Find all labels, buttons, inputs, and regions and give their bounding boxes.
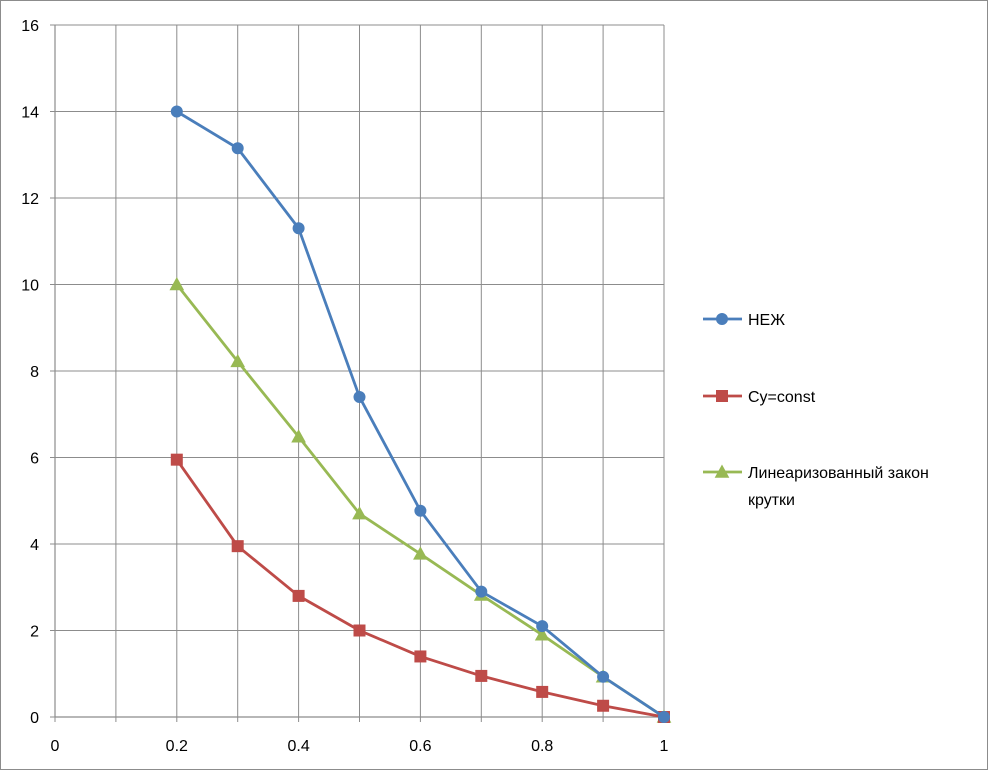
x-tick-label: 0.2	[166, 738, 188, 755]
data-point	[475, 669, 488, 682]
data-point	[536, 685, 549, 698]
axes	[50, 24, 665, 722]
data-point	[292, 222, 305, 235]
y-tick-label: 2	[30, 624, 39, 641]
series-1	[170, 105, 670, 723]
legend: НЕЖ Cy=const Линеаризованный закон крутки	[703, 312, 929, 509]
legend-label: Линеаризованный закон	[748, 465, 929, 482]
data-point	[597, 699, 610, 712]
legend-label: НЕЖ	[748, 312, 785, 329]
data-point	[534, 627, 550, 641]
x-tick-label: 0.6	[409, 738, 431, 755]
data-point	[414, 504, 427, 517]
data-point	[231, 142, 244, 155]
y-tick-label: 8	[30, 364, 39, 381]
data-point	[353, 390, 366, 403]
y-tick-label: 16	[21, 18, 39, 35]
data-point	[353, 624, 366, 637]
data-point	[231, 540, 244, 553]
x-tick-label: 0	[51, 738, 60, 755]
data-point	[230, 353, 246, 368]
y-tick-label: 14	[21, 105, 39, 122]
legend-marker	[714, 464, 730, 478]
data-point	[170, 105, 183, 118]
y-tick-label: 4	[30, 537, 39, 554]
legend-marker	[716, 313, 728, 325]
data-point	[536, 620, 549, 633]
data-point	[170, 453, 183, 466]
y-tick-label: 10	[21, 278, 39, 295]
y-tick-label: 0	[30, 710, 39, 727]
tick-labels: 0 2 4 6 8 10 12 14 16 0 0.2 0.4 0.6 0.8 1	[21, 18, 668, 755]
y-tick-label: 12	[21, 191, 39, 208]
data-point	[413, 546, 428, 560]
legend-entry-3: Линеаризованный закон крутки	[703, 464, 929, 509]
y-tick-label: 6	[30, 451, 39, 468]
data-point	[414, 650, 427, 663]
data-point	[352, 506, 367, 520]
data-point	[475, 585, 488, 598]
legend-entry-1: НЕЖ	[703, 312, 785, 329]
x-tick-label: 1	[660, 738, 669, 755]
data-point	[292, 589, 305, 602]
grid	[55, 24, 665, 717]
x-tick-label: 0.4	[287, 738, 309, 755]
data-point	[597, 670, 610, 683]
legend-label: крутки	[748, 492, 795, 509]
data-point	[291, 429, 306, 443]
x-tick-label: 0.8	[531, 738, 553, 755]
legend-label: Cy=const	[748, 389, 816, 406]
legend-marker	[716, 390, 728, 402]
data-point	[658, 711, 670, 723]
data-point	[169, 276, 185, 291]
series-layer	[169, 105, 672, 723]
legend-entry-2: Cy=const	[703, 389, 816, 406]
